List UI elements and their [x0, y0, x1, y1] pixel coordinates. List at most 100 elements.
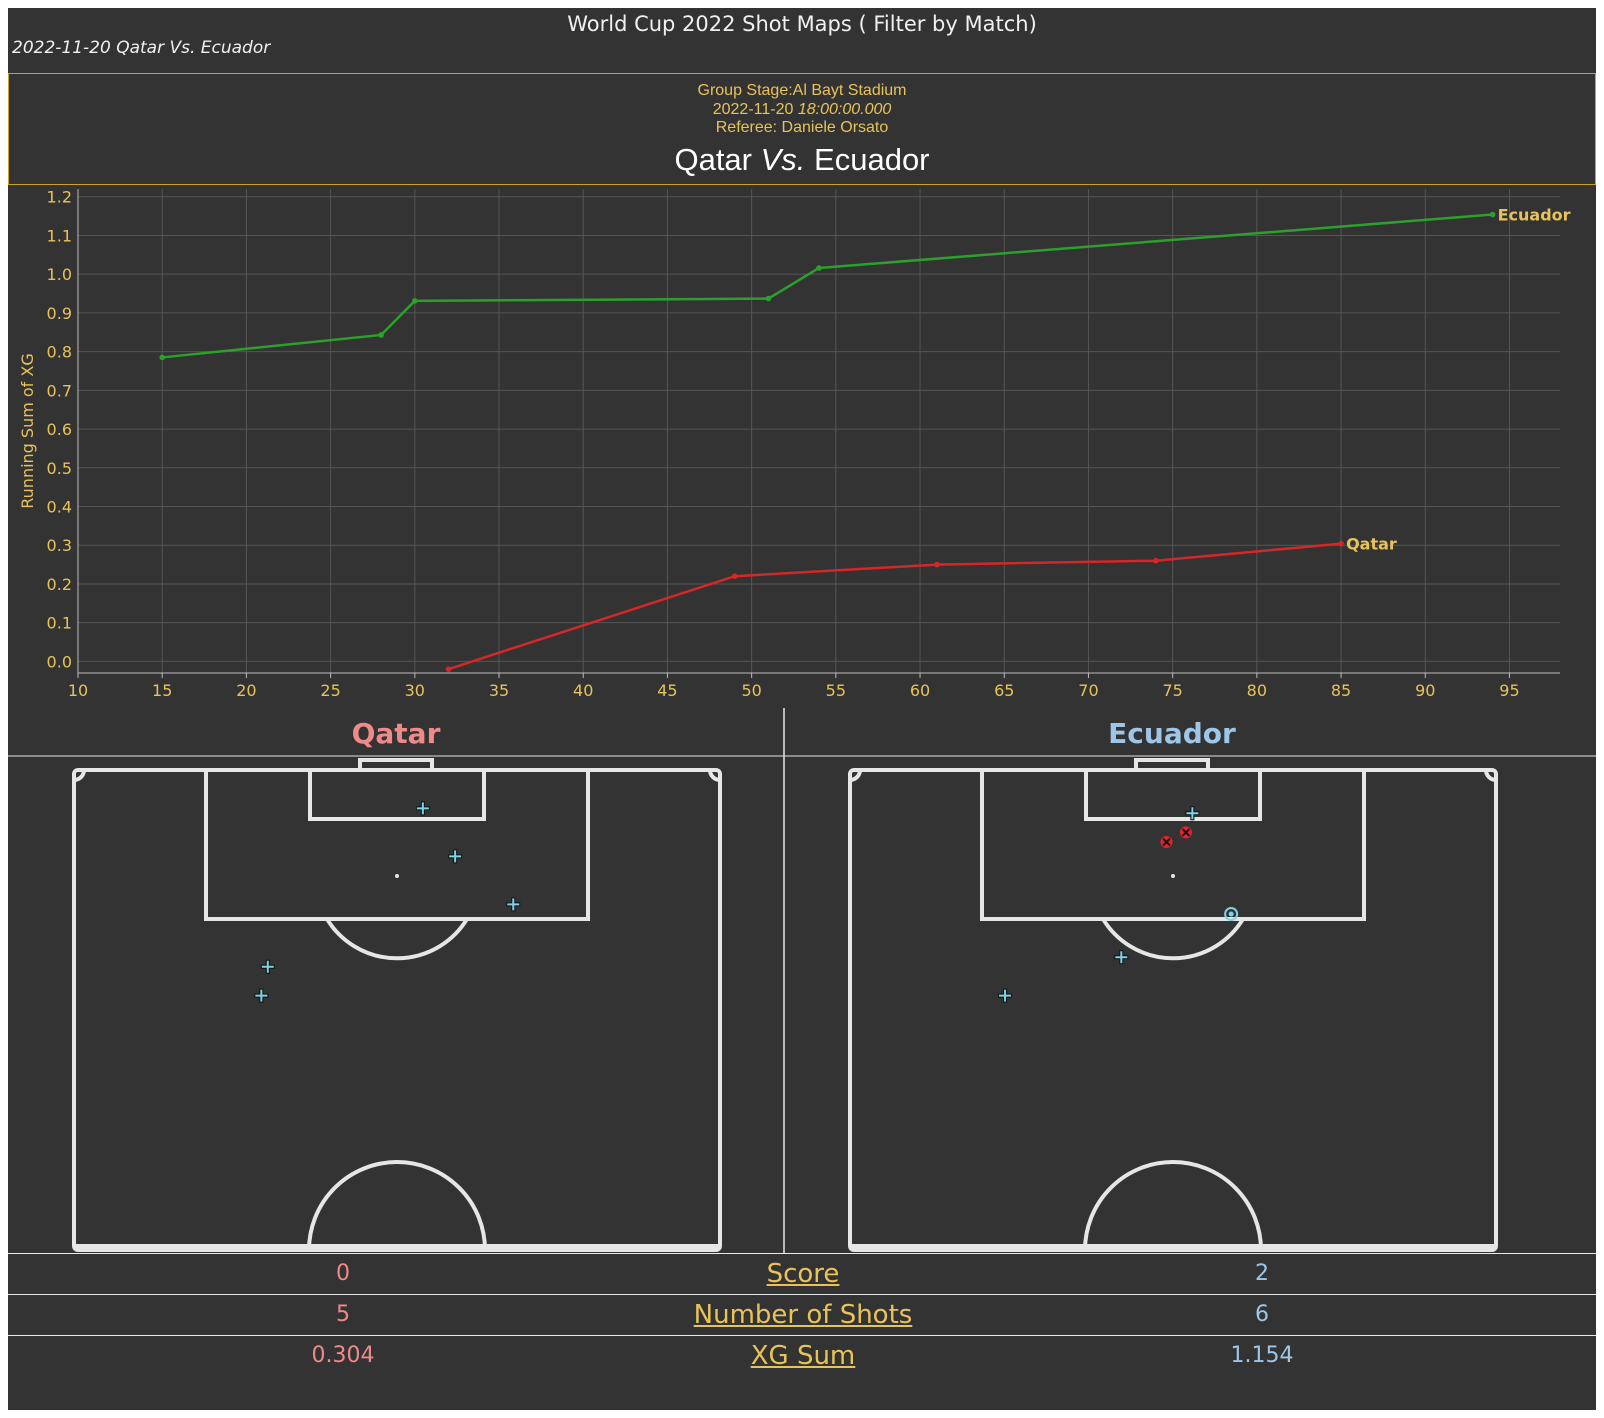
shot-marker: [507, 898, 520, 911]
x-tick-label: 75: [1162, 681, 1182, 700]
x-tick-label: 25: [320, 681, 340, 700]
shot-marker: [449, 850, 462, 863]
shot-marker: [1186, 807, 1199, 820]
shot-marker-goal: [1179, 826, 1192, 839]
x-tick-label: 20: [236, 681, 256, 700]
x-tick-label: 15: [152, 681, 172, 700]
corner-arc: [1484, 769, 1497, 782]
y-tick-label: 0.3: [47, 536, 72, 555]
x-tick-label: 50: [741, 681, 761, 700]
y-tick-label: 1.1: [47, 226, 72, 245]
y-tick-label: 0.1: [47, 614, 72, 633]
x-tick-label: 35: [489, 681, 509, 700]
xg-running-sum-chart: 10 15 20 25 30 35 40 45 50 55 60 65 70 75 80 85 90 95 0.0 0…: [18, 188, 1571, 700]
penalty-spot: [1171, 874, 1175, 878]
x-tick-label: 30: [405, 681, 425, 700]
data-point-ecuador: [1489, 211, 1496, 218]
shot-marker-saved-dot: [1228, 911, 1234, 917]
six-yard-box: [1084, 768, 1262, 821]
stat-away-value: 6: [1255, 1302, 1269, 1327]
y-tick-label: 0.8: [47, 343, 72, 362]
stage-venue: Group Stage:Al Bayt Stadium: [697, 82, 907, 99]
matchup-title: Qatar Vs. Ecuador: [9, 142, 1595, 178]
penalty-box: [980, 768, 1366, 921]
stat-home-value: 5: [336, 1302, 350, 1327]
y-axis-title: Running Sum of XG: [18, 353, 37, 508]
x-tick-label: 60: [910, 681, 930, 700]
centre-circle: [1083, 1160, 1263, 1251]
stat-away-value: 1.154: [1230, 1343, 1294, 1368]
x-tick-label: 80: [1247, 681, 1267, 700]
stat-label: XG Sum: [678, 1336, 928, 1376]
shot-marker: [1115, 951, 1128, 964]
y-tick-label: 0.9: [47, 304, 72, 323]
x-tick-label: 95: [1499, 681, 1519, 700]
team-panel-title: Qatar: [352, 717, 441, 750]
y-tick-label: 0.2: [47, 575, 72, 594]
x-tick-label: 85: [1331, 681, 1351, 700]
penalty-arc: [1101, 917, 1245, 961]
shot-marker: [255, 989, 268, 1002]
shot-marker: [416, 802, 429, 815]
x-tick-label: 70: [1078, 681, 1098, 700]
data-point-qatar: [731, 573, 738, 579]
dashboard: World Cup 2022 Shot Maps ( Filter by Mat…: [8, 8, 1596, 1410]
dashboard-title: World Cup 2022 Shot Maps ( Filter by Mat…: [567, 12, 1037, 36]
match-date: 2022-11-20: [712, 100, 794, 118]
team-panel-title: Ecuador: [1108, 717, 1236, 750]
match-time: 18:00:00.000: [797, 100, 892, 118]
data-point-ecuador: [765, 295, 772, 302]
series-line-qatar: [448, 542, 1342, 671]
goal-marker-cross: [1181, 828, 1191, 837]
x-tick-label: 10: [68, 681, 88, 700]
match-datetime: 2022-11-20 18:00:00.000: [9, 101, 1595, 120]
penalty-box: [204, 768, 590, 921]
x-tick-label: 40: [573, 681, 593, 700]
pitch-ecuador: Ecuador: [848, 717, 1498, 1252]
pitch-qatar: Qatar: [72, 717, 722, 1252]
shot-maps: Qatar Ecuador: [8, 708, 1596, 1256]
series-label-ecuador: Ecuador: [1498, 206, 1571, 225]
stat-label: Score: [678, 1254, 928, 1294]
match-filter-label[interactable]: 2022-11-20 Qatar Vs. Ecuador: [12, 38, 271, 58]
data-point-ecuador: [816, 265, 822, 271]
data-point-ecuador: [378, 332, 384, 338]
away-team-name: Ecuador: [814, 141, 930, 177]
data-point-qatar: [934, 561, 940, 568]
penalty-arc: [325, 917, 469, 961]
data-point-qatar: [1153, 557, 1159, 564]
stat-row: 5 Number of Shots 6: [8, 1294, 1596, 1335]
goal: [1134, 758, 1210, 772]
series-label-qatar: Qatar: [1346, 535, 1397, 554]
corner-arc: [849, 769, 862, 782]
stat-away-value: 2: [1255, 1261, 1269, 1286]
stat-home-value: 0: [336, 1261, 350, 1286]
data-point-ecuador: [159, 354, 166, 361]
y-tick-label: 0.0: [47, 652, 72, 671]
x-tick-label: 90: [1415, 681, 1435, 700]
shot-marker-saved: [1224, 907, 1239, 921]
series-line-ecuador: [162, 213, 1493, 359]
pitch-boundary: [848, 768, 1498, 1252]
data-point-qatar: [1338, 540, 1344, 547]
shot-marker-goal: [1160, 836, 1173, 848]
y-tick-label: 1.0: [47, 265, 72, 284]
six-yard-box: [308, 768, 486, 821]
goal-marker-cross: [1162, 837, 1171, 847]
stat-row: 0.304 XG Sum 1.154: [8, 1335, 1596, 1376]
vs-label: Vs.: [760, 141, 806, 177]
y-tick-label: 1.2: [47, 188, 72, 207]
referee: Referee: Daniele Orsato: [715, 119, 889, 136]
y-tick-label: 0.4: [47, 498, 72, 517]
corner-arc: [73, 769, 86, 782]
pitch-boundary: [72, 768, 722, 1252]
home-team-name: Qatar: [674, 141, 752, 177]
corner-arc: [708, 769, 721, 782]
stat-row: 0 Score 2: [8, 1253, 1596, 1294]
goal: [358, 758, 434, 772]
shot-marker: [999, 989, 1012, 1002]
x-tick-label: 55: [826, 681, 846, 700]
shot-marker: [261, 960, 274, 973]
stat-label: Number of Shots: [678, 1295, 928, 1335]
data-point-qatar: [445, 666, 452, 672]
